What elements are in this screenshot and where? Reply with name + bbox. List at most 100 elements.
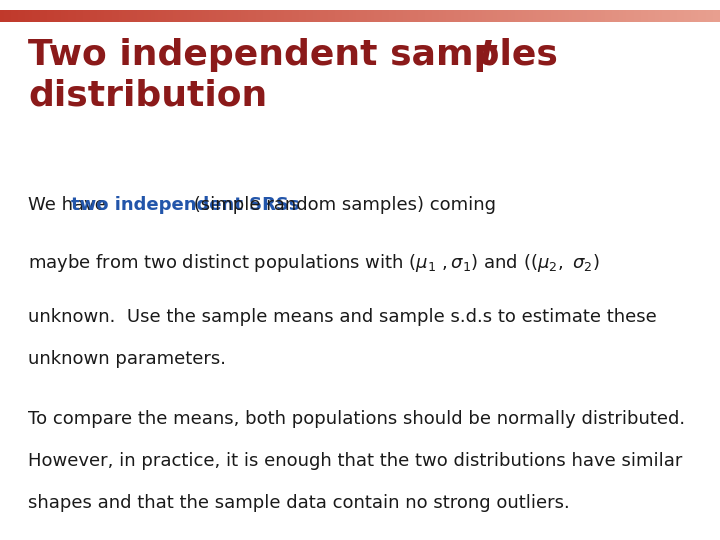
Polygon shape xyxy=(706,10,709,22)
Polygon shape xyxy=(515,10,518,22)
Polygon shape xyxy=(454,10,457,22)
Polygon shape xyxy=(151,10,155,22)
Polygon shape xyxy=(407,10,410,22)
Polygon shape xyxy=(234,10,238,22)
Polygon shape xyxy=(428,10,432,22)
Polygon shape xyxy=(126,10,130,22)
Polygon shape xyxy=(356,10,360,22)
Polygon shape xyxy=(587,10,590,22)
Polygon shape xyxy=(47,10,50,22)
Polygon shape xyxy=(691,10,695,22)
Polygon shape xyxy=(540,10,544,22)
Polygon shape xyxy=(558,10,562,22)
Polygon shape xyxy=(25,10,29,22)
Polygon shape xyxy=(536,10,540,22)
Polygon shape xyxy=(281,10,284,22)
Polygon shape xyxy=(180,10,184,22)
Polygon shape xyxy=(533,10,536,22)
Polygon shape xyxy=(144,10,148,22)
Polygon shape xyxy=(666,10,670,22)
Polygon shape xyxy=(482,10,486,22)
Polygon shape xyxy=(140,10,144,22)
Polygon shape xyxy=(137,10,140,22)
Polygon shape xyxy=(335,10,338,22)
Polygon shape xyxy=(619,10,623,22)
Polygon shape xyxy=(353,10,356,22)
Polygon shape xyxy=(522,10,526,22)
Polygon shape xyxy=(662,10,666,22)
Polygon shape xyxy=(32,10,36,22)
Polygon shape xyxy=(551,10,554,22)
Polygon shape xyxy=(702,10,706,22)
Polygon shape xyxy=(479,10,482,22)
Polygon shape xyxy=(547,10,551,22)
Polygon shape xyxy=(194,10,198,22)
Polygon shape xyxy=(227,10,230,22)
Polygon shape xyxy=(382,10,385,22)
Polygon shape xyxy=(403,10,407,22)
Polygon shape xyxy=(61,10,65,22)
Polygon shape xyxy=(583,10,587,22)
Polygon shape xyxy=(259,10,263,22)
Polygon shape xyxy=(29,10,32,22)
Polygon shape xyxy=(443,10,446,22)
Polygon shape xyxy=(130,10,133,22)
Polygon shape xyxy=(616,10,619,22)
Polygon shape xyxy=(317,10,320,22)
Polygon shape xyxy=(148,10,151,22)
Polygon shape xyxy=(342,10,346,22)
Polygon shape xyxy=(7,10,11,22)
Polygon shape xyxy=(209,10,212,22)
Polygon shape xyxy=(162,10,166,22)
Polygon shape xyxy=(576,10,580,22)
Polygon shape xyxy=(554,10,558,22)
Polygon shape xyxy=(425,10,428,22)
Polygon shape xyxy=(252,10,256,22)
Polygon shape xyxy=(634,10,637,22)
Polygon shape xyxy=(346,10,349,22)
Polygon shape xyxy=(367,10,371,22)
Polygon shape xyxy=(176,10,180,22)
Polygon shape xyxy=(490,10,493,22)
Polygon shape xyxy=(263,10,266,22)
Polygon shape xyxy=(504,10,508,22)
Polygon shape xyxy=(418,10,421,22)
Polygon shape xyxy=(115,10,119,22)
Polygon shape xyxy=(392,10,396,22)
Polygon shape xyxy=(187,10,191,22)
Polygon shape xyxy=(169,10,173,22)
Polygon shape xyxy=(198,10,202,22)
Polygon shape xyxy=(439,10,443,22)
Polygon shape xyxy=(155,10,158,22)
Polygon shape xyxy=(601,10,605,22)
Polygon shape xyxy=(360,10,364,22)
Polygon shape xyxy=(292,10,295,22)
Polygon shape xyxy=(0,10,4,22)
Polygon shape xyxy=(529,10,533,22)
Polygon shape xyxy=(22,10,25,22)
Polygon shape xyxy=(562,10,565,22)
Polygon shape xyxy=(202,10,205,22)
Polygon shape xyxy=(310,10,313,22)
Polygon shape xyxy=(608,10,612,22)
Polygon shape xyxy=(288,10,292,22)
Polygon shape xyxy=(50,10,54,22)
Polygon shape xyxy=(238,10,241,22)
Polygon shape xyxy=(313,10,317,22)
Polygon shape xyxy=(306,10,310,22)
Polygon shape xyxy=(590,10,594,22)
Text: t: t xyxy=(478,38,495,72)
Polygon shape xyxy=(90,10,94,22)
Polygon shape xyxy=(216,10,220,22)
Polygon shape xyxy=(626,10,630,22)
Polygon shape xyxy=(364,10,367,22)
Polygon shape xyxy=(659,10,662,22)
Polygon shape xyxy=(432,10,436,22)
Polygon shape xyxy=(86,10,90,22)
Polygon shape xyxy=(40,10,43,22)
Polygon shape xyxy=(302,10,306,22)
Polygon shape xyxy=(630,10,634,22)
Polygon shape xyxy=(526,10,529,22)
Polygon shape xyxy=(461,10,464,22)
Polygon shape xyxy=(295,10,299,22)
